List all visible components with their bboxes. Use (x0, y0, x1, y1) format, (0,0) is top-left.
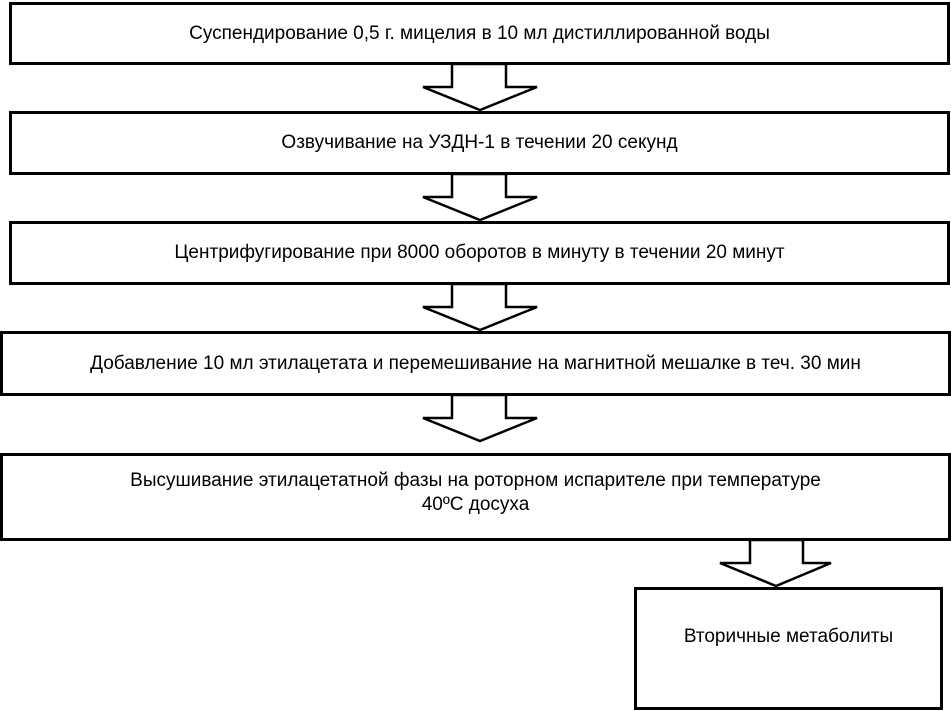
arrow-down-icon (422, 393, 538, 443)
arrow-down-icon (422, 282, 538, 332)
step-label: Высушивание этилацетатной фазы на роторн… (130, 470, 821, 491)
step-label-line2: 40ºС досуха (421, 494, 530, 515)
step-label: Центрифугирование при 8000 оборотов в ми… (174, 242, 785, 263)
arrow-down-icon (422, 172, 538, 222)
step-centrifugation: Центрифугирование при 8000 оборотов в ми… (9, 221, 950, 285)
step-ethyl-acetate: Добавление 10 мл этилацетата и перемешив… (0, 331, 951, 396)
result-secondary-metabolites: Вторичные метаболиты (634, 587, 943, 710)
step-sonication: Озвучивание на УЗДН-1 в течении 20 секун… (9, 111, 950, 175)
step-drying: Высушивание этилацетатной фазы на роторн… (0, 453, 951, 541)
result-label: Вторичные метаболиты (683, 625, 894, 647)
step-label: Суспендирование 0,5 г. мицелия в 10 мл д… (189, 22, 770, 44)
step-label: Озвучивание на УЗДН-1 в течении 20 секун… (281, 132, 678, 153)
arrow-down-icon (422, 62, 538, 112)
step-label: Добавление 10 мл этилацетата и перемешив… (90, 352, 861, 374)
step-suspension: Суспендирование 0,5 г. мицелия в 10 мл д… (9, 2, 950, 65)
arrow-down-icon (719, 538, 832, 588)
